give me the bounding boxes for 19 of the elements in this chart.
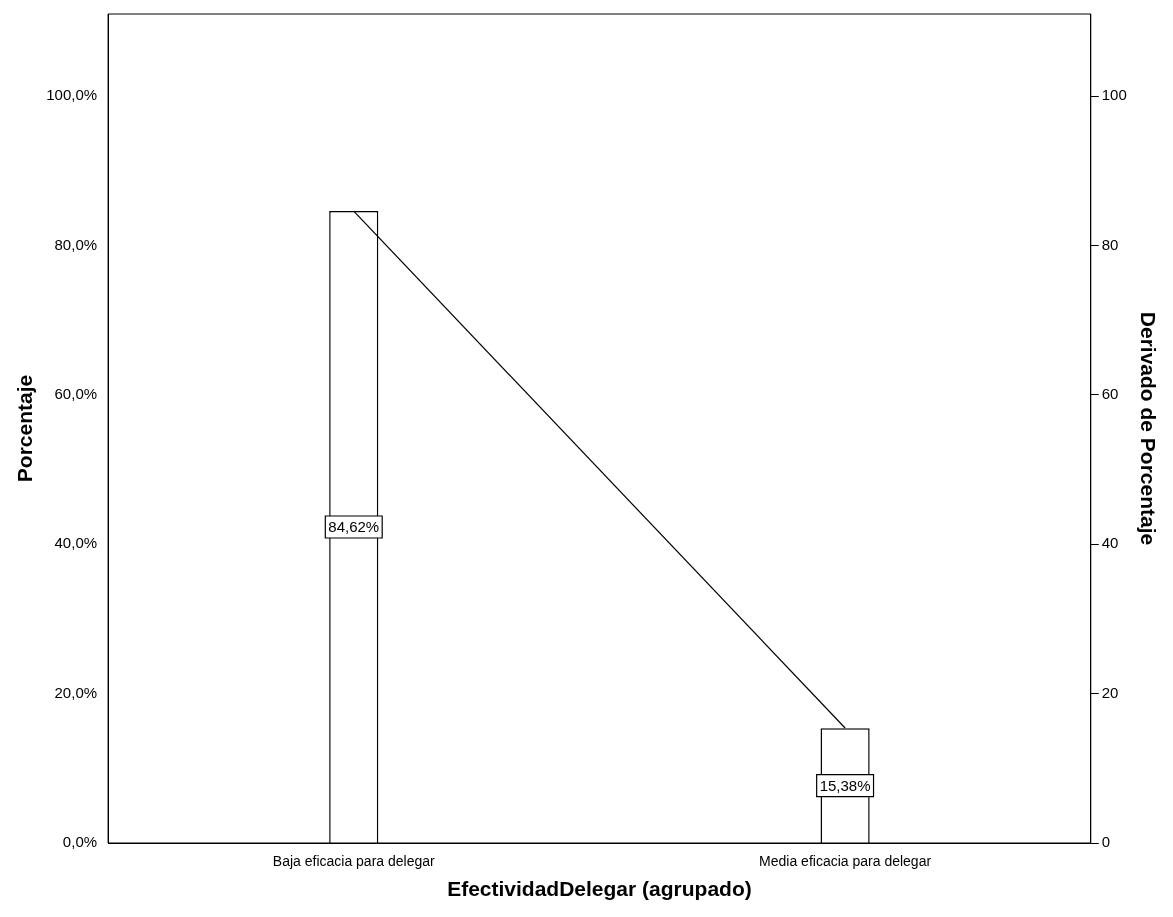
data-label: 15,38% <box>819 776 871 794</box>
y2-tick-label: 80 <box>1101 235 1119 253</box>
y-axis-title: Porcentaje <box>13 374 37 483</box>
y2-tick-label: 20 <box>1101 683 1119 701</box>
y-tick-label: 20,0% <box>54 683 98 701</box>
x-axis-title: EfectividadDelegar (agrupado) <box>447 877 752 901</box>
y-tick-label: 0,0% <box>62 833 98 851</box>
y-tick-label: 60,0% <box>54 385 98 403</box>
y-tick-label: 100,0% <box>46 86 98 104</box>
y-tick-label: 80,0% <box>54 235 98 253</box>
y2-tick-label: 60 <box>1101 385 1119 403</box>
x-tick-label: Baja eficacia para delegar <box>272 853 436 870</box>
y2-tick-label: 40 <box>1101 534 1119 552</box>
y-tick-label: 40,0% <box>54 534 98 552</box>
y2-tick-label: 100 <box>1101 86 1127 104</box>
y2-tick-label: 0 <box>1101 833 1111 851</box>
y2-axis-title: Derivado de Porcentaje <box>1136 311 1160 546</box>
data-label: 84,62% <box>328 518 380 536</box>
x-tick-label: Media eficacia para delegar <box>759 853 932 870</box>
